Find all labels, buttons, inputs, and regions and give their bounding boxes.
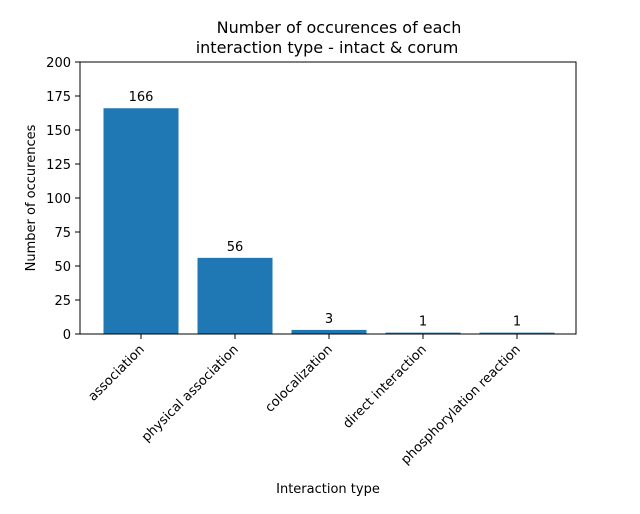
y-tick-label: 125 (46, 158, 71, 173)
x-tick-label: association (86, 342, 148, 404)
bar-phosphorylation-reaction (479, 332, 555, 334)
y-tick-label: 25 (54, 294, 71, 309)
y-tick-label: 175 (46, 90, 71, 105)
data-label: 166 (129, 90, 154, 105)
x-tick-label: direct interaction (340, 342, 430, 432)
data-label: 56 (227, 240, 244, 255)
data-label: 1 (513, 315, 521, 330)
bar-colocalization (291, 329, 367, 334)
y-tick-label: 100 (46, 192, 71, 207)
y-axis-label: Number of occurences (24, 124, 39, 271)
bar-association (103, 108, 179, 335)
y-tick-label: 0 (63, 328, 71, 343)
chart-title-line-2: interaction type - intact & corum (196, 38, 459, 57)
x-tick-label: colocalization (262, 342, 335, 415)
data-label: 1 (419, 315, 427, 330)
chart-title-line-1: Number of occurences of each (217, 18, 462, 37)
y-tick-label: 200 (46, 56, 71, 71)
y-tick-label: 50 (54, 260, 71, 275)
plot-area: 166 56 3 1 1 (103, 90, 555, 335)
x-tick-label: physical association (139, 342, 242, 445)
data-label: 3 (325, 312, 333, 327)
bar-physical-association (197, 257, 273, 334)
bar-direct-interaction (385, 332, 461, 334)
y-tick-label: 150 (46, 124, 71, 139)
y-tick-label: 75 (54, 226, 71, 241)
x-axis-label: Interaction type (276, 482, 380, 497)
